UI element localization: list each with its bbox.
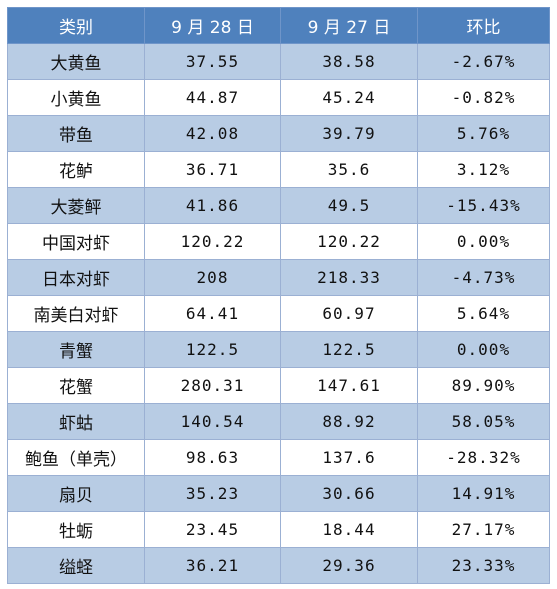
price-table-container: 类别 9 月 28 日 9 月 27 日 环比 大黄鱼 37.55 38.58 -2.… — [7, 7, 550, 584]
table-row: 大菱鲆 41.86 49.5 -15.43% — [7, 187, 550, 224]
table-row: 大黄鱼 37.55 38.58 -2.67% — [7, 43, 550, 80]
cell-sep27: 39.79 — [280, 115, 418, 152]
cell-sep28: 37.55 — [144, 43, 281, 80]
cell-change: 5.76% — [417, 115, 550, 152]
table-header-row: 类别 9 月 28 日 9 月 27 日 环比 — [7, 7, 550, 44]
header-category: 类别 — [7, 7, 145, 44]
table-row: 带鱼 42.08 39.79 5.76% — [7, 115, 550, 152]
cell-category: 缢蛏 — [7, 547, 145, 584]
cell-sep28: 64.41 — [144, 295, 281, 332]
cell-category: 大菱鲆 — [7, 187, 145, 224]
cell-sep27: 18.44 — [280, 511, 418, 548]
cell-category: 鲍鱼（单壳） — [7, 439, 145, 476]
cell-sep28: 122.5 — [144, 331, 281, 368]
table-row: 牡蛎 23.45 18.44 27.17% — [7, 511, 550, 548]
cell-category: 中国对虾 — [7, 223, 145, 260]
cell-sep27: 147.61 — [280, 367, 418, 404]
cell-sep27: 45.24 — [280, 79, 418, 116]
cell-sep27: 218.33 — [280, 259, 418, 296]
cell-sep27: 120.22 — [280, 223, 418, 260]
table-row: 小黄鱼 44.87 45.24 -0.82% — [7, 79, 550, 116]
cell-category: 花鲈 — [7, 151, 145, 188]
cell-change: -15.43% — [417, 187, 550, 224]
cell-sep28: 140.54 — [144, 403, 281, 440]
table-row: 鲍鱼（单壳） 98.63 137.6 -28.32% — [7, 439, 550, 476]
header-sep27: 9 月 27 日 — [280, 7, 418, 44]
seafood-price-table: 类别 9 月 28 日 9 月 27 日 环比 大黄鱼 37.55 38.58 -2.… — [7, 7, 550, 584]
cell-sep27: 137.6 — [280, 439, 418, 476]
cell-change: 23.33% — [417, 547, 550, 584]
header-sep28: 9 月 28 日 — [144, 7, 281, 44]
table-row: 花鲈 36.71 35.6 3.12% — [7, 151, 550, 188]
cell-category: 扇贝 — [7, 475, 145, 512]
cell-change: -2.67% — [417, 43, 550, 80]
table-row: 花蟹 280.31 147.61 89.90% — [7, 367, 550, 404]
cell-category: 南美白对虾 — [7, 295, 145, 332]
cell-change: 5.64% — [417, 295, 550, 332]
cell-category: 日本对虾 — [7, 259, 145, 296]
cell-category: 小黄鱼 — [7, 79, 145, 116]
cell-sep28: 36.21 — [144, 547, 281, 584]
cell-sep27: 29.36 — [280, 547, 418, 584]
table-row: 中国对虾 120.22 120.22 0.00% — [7, 223, 550, 260]
cell-change: 0.00% — [417, 223, 550, 260]
table-row: 青蟹 122.5 122.5 0.00% — [7, 331, 550, 368]
table-row: 扇贝 35.23 30.66 14.91% — [7, 475, 550, 512]
table-row: 日本对虾 208 218.33 -4.73% — [7, 259, 550, 296]
cell-sep28: 41.86 — [144, 187, 281, 224]
cell-sep28: 42.08 — [144, 115, 281, 152]
cell-category: 花蟹 — [7, 367, 145, 404]
cell-sep27: 38.58 — [280, 43, 418, 80]
cell-sep27: 60.97 — [280, 295, 418, 332]
cell-sep28: 120.22 — [144, 223, 281, 260]
cell-sep28: 36.71 — [144, 151, 281, 188]
header-change: 环比 — [417, 7, 550, 44]
cell-change: -28.32% — [417, 439, 550, 476]
cell-sep28: 280.31 — [144, 367, 281, 404]
cell-sep27: 49.5 — [280, 187, 418, 224]
cell-change: 27.17% — [417, 511, 550, 548]
cell-sep27: 122.5 — [280, 331, 418, 368]
cell-change: 3.12% — [417, 151, 550, 188]
cell-sep27: 30.66 — [280, 475, 418, 512]
table-body: 大黄鱼 37.55 38.58 -2.67% 小黄鱼 44.87 45.24 -0.82% 带鱼… — [7, 43, 550, 584]
cell-sep28: 208 — [144, 259, 281, 296]
cell-category: 大黄鱼 — [7, 43, 145, 80]
cell-change: 0.00% — [417, 331, 550, 368]
cell-sep28: 98.63 — [144, 439, 281, 476]
cell-sep27: 35.6 — [280, 151, 418, 188]
cell-sep28: 44.87 — [144, 79, 281, 116]
cell-category: 青蟹 — [7, 331, 145, 368]
cell-sep28: 35.23 — [144, 475, 281, 512]
cell-category: 牡蛎 — [7, 511, 145, 548]
table-row: 虾蛄 140.54 88.92 58.05% — [7, 403, 550, 440]
cell-category: 带鱼 — [7, 115, 145, 152]
cell-change: 14.91% — [417, 475, 550, 512]
cell-sep28: 23.45 — [144, 511, 281, 548]
cell-change: 58.05% — [417, 403, 550, 440]
table-row: 缢蛏 36.21 29.36 23.33% — [7, 547, 550, 584]
cell-category: 虾蛄 — [7, 403, 145, 440]
table-row: 南美白对虾 64.41 60.97 5.64% — [7, 295, 550, 332]
cell-change: 89.90% — [417, 367, 550, 404]
cell-change: -4.73% — [417, 259, 550, 296]
cell-sep27: 88.92 — [280, 403, 418, 440]
cell-change: -0.82% — [417, 79, 550, 116]
